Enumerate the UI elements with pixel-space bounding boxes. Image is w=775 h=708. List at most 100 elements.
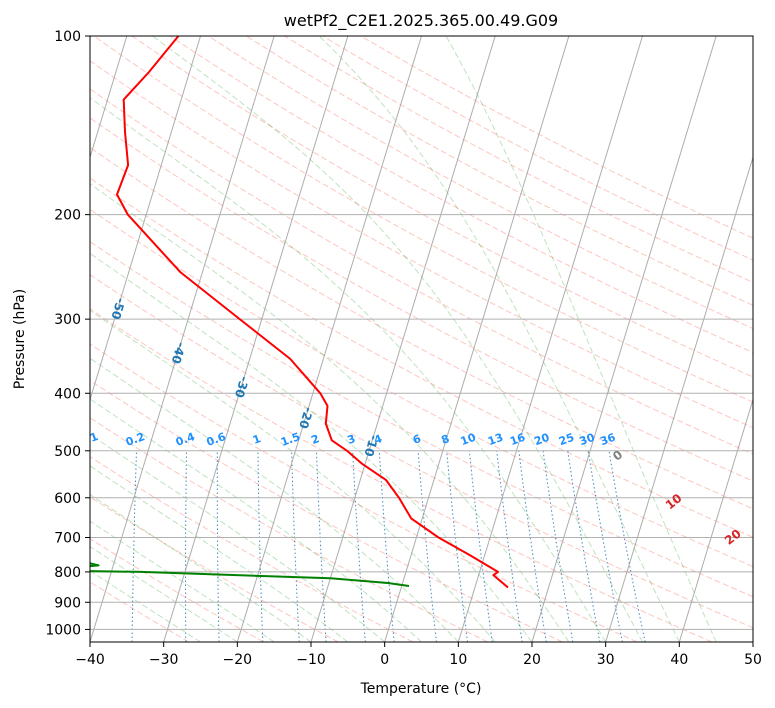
mixing-ratio-label: 20 (532, 431, 551, 449)
x-axis-ticks: −40 −30 −20 −10 0 10 20 30 40 50 (75, 642, 762, 668)
dry-adiabat (169, 36, 753, 354)
adiabat-label: 10 (663, 491, 685, 512)
isotherm-label: -50 (108, 296, 128, 321)
x-tick-label: 10 (449, 652, 467, 668)
y-tick-label: 200 (54, 208, 81, 224)
temperature-line (116, 36, 509, 589)
dry-adiabat (90, 538, 264, 642)
mixing-ratio-label: 25 (557, 431, 576, 448)
mixing-ratio-label: 16 (508, 431, 527, 449)
dry-adiabat (284, 36, 753, 283)
isotherm (531, 36, 717, 642)
pressure-gridlines (90, 36, 753, 630)
isotherm (384, 36, 570, 642)
isotherm (163, 36, 349, 642)
chart-title: wetPf2_C2E1.2025.365.00.49.G09 (284, 11, 558, 31)
isotherms (90, 36, 753, 642)
dry-adiabat (90, 208, 753, 568)
isotherm (457, 36, 643, 642)
mixing-ratio-line (131, 450, 137, 642)
mixing-ratio-line (378, 450, 395, 642)
isotherm-label: -60 (50, 246, 70, 271)
moist-adiabat (90, 465, 349, 642)
isotherm (310, 36, 496, 642)
dry-adiabat (90, 146, 753, 510)
mixing-ratio-line (316, 450, 327, 642)
y-axis-ticks: 100 200 300 400 500 600 700 800 900 1000 (45, 29, 90, 638)
mixing-ratio-lines (90, 450, 646, 642)
dry-adiabat (90, 379, 563, 642)
y-tick-label: 1000 (45, 622, 81, 638)
y-tick-label: 800 (54, 565, 81, 581)
y-tick-label: 700 (54, 531, 81, 547)
x-tick-label: −40 (75, 652, 105, 668)
plot-area: -100-90-80-70-60-50-40-30-20-100.10.20.4… (50, 36, 753, 642)
mixing-ratio-label: 4 (372, 432, 384, 447)
x-tick-label: −20 (223, 652, 253, 668)
moist-adiabat (152, 36, 643, 642)
mixing-ratio-line (608, 450, 646, 642)
dry-adiabat (90, 417, 488, 642)
mixing-ratio-label: 2 (309, 432, 321, 447)
dewpoint-line (90, 562, 410, 587)
dry-adiabat (90, 343, 638, 642)
dry-adiabat (90, 240, 753, 598)
isotherm (90, 36, 201, 402)
mixing-ratio-line (291, 450, 300, 642)
moist-adiabat (90, 183, 570, 642)
plot-frame (89, 35, 754, 643)
isotherm-label: -30 (232, 375, 252, 400)
x-tick-label: 0 (380, 652, 389, 668)
mixing-ratio-label: 1.5 (279, 430, 302, 449)
x-tick-label: 30 (597, 652, 615, 668)
mixing-ratio-line (216, 450, 220, 642)
x-tick-label: 20 (523, 652, 541, 668)
dry-adiabat (90, 88, 753, 455)
x-tick-label: 40 (670, 652, 688, 668)
dry-adiabat (360, 36, 753, 239)
x-tick-label: −10 (296, 652, 326, 668)
mixing-ratio-label: 1 (251, 432, 263, 447)
isotherm (90, 36, 275, 642)
moist-adiabat (90, 357, 459, 642)
mixing-ratio-line (352, 450, 366, 642)
moist-adiabat (90, 398, 422, 642)
mixing-ratio-line (496, 450, 523, 642)
dry-adiabat (246, 36, 753, 306)
x-tick-label: 50 (744, 652, 762, 668)
adiabat-label: 20 (722, 526, 744, 547)
y-tick-label: 100 (54, 29, 81, 45)
mixing-ratio-label: 3 (346, 432, 358, 447)
dry-adiabat (90, 274, 753, 629)
x-axis-label: Temperature (°C) (360, 681, 482, 697)
isotherm (678, 397, 753, 642)
dry-adiabat (90, 581, 190, 642)
dry-adiabat (90, 60, 753, 429)
mixing-ratio-line (518, 450, 547, 642)
dry-adiabat (131, 36, 753, 378)
isotherm-label: -40 (169, 341, 189, 366)
dry-adiabat (93, 36, 753, 403)
dry-adiabats (90, 36, 753, 642)
moist-adiabat (90, 570, 201, 642)
mixing-ratio-line (468, 450, 493, 642)
moist-adiabat (90, 252, 533, 642)
x-tick-label: −30 (149, 652, 179, 668)
dry-adiabat (90, 177, 753, 538)
y-axis-label: Pressure (hPa) (12, 289, 28, 389)
moist-adiabat (90, 97, 607, 642)
mixing-ratio-label: 30 (578, 431, 597, 449)
isotherm-label: -20 (296, 405, 316, 430)
mixing-ratio-line (90, 450, 91, 454)
mixing-ratio-label: 10 (459, 431, 478, 449)
dry-adiabat (90, 496, 339, 642)
mixing-ratio-line (257, 450, 264, 642)
mixing-ratio-label: 6 (411, 432, 423, 447)
mixing-ratio-line (417, 450, 437, 642)
isotherm (90, 36, 128, 159)
mixing-ratio-label: 0.1 (77, 430, 100, 449)
dry-adiabat (208, 36, 753, 330)
mixing-ratio-line (446, 450, 468, 642)
moist-adiabat (318, 36, 680, 642)
